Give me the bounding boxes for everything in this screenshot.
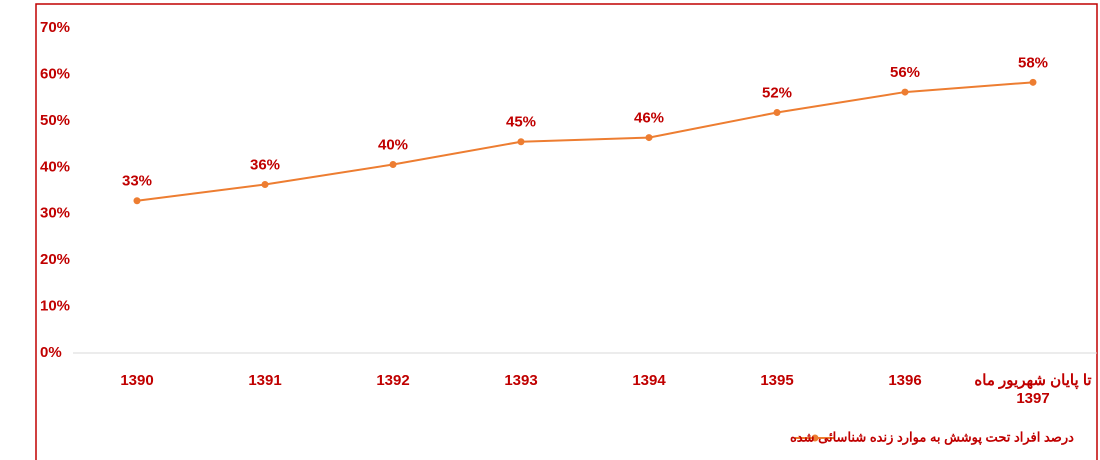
y-tick-label: 70% <box>40 19 70 36</box>
x-tick-label: 1391 <box>248 372 282 389</box>
legend-marker <box>811 434 819 442</box>
x-tick-label: 1392 <box>376 372 410 389</box>
data-label: 46% <box>634 110 664 127</box>
data-label: 56% <box>890 64 920 81</box>
y-tick-label: 20% <box>40 251 70 268</box>
y-tick-label: 0% <box>40 344 62 361</box>
data-label: 45% <box>506 114 536 131</box>
data-label: 58% <box>1018 54 1048 71</box>
point <box>645 134 653 142</box>
point <box>1029 78 1037 86</box>
data-label: 36% <box>250 156 280 173</box>
point <box>261 180 269 188</box>
data-label: 40% <box>378 136 408 153</box>
data-label: 33% <box>122 173 152 190</box>
point <box>773 109 781 116</box>
x-tick-label: 1396 <box>888 372 922 389</box>
point <box>901 88 909 96</box>
line <box>136 81 1034 202</box>
x-tick-label: تا پایان شهریور ماه 1397 <box>974 372 1092 407</box>
x-tick-label: 1394 <box>632 372 666 389</box>
y-tick-label: 40% <box>40 158 70 175</box>
x-tick-label: 1390 <box>120 372 154 389</box>
y-tick-label: 60% <box>40 65 70 82</box>
point <box>389 161 397 168</box>
data-label: 52% <box>762 84 792 101</box>
x-tick-label: 1393 <box>504 372 538 389</box>
chart-frame <box>35 3 1098 460</box>
point <box>133 197 141 205</box>
y-tick-label: 10% <box>40 298 70 315</box>
y-tick-label: 30% <box>40 205 70 222</box>
y-tick-label: 50% <box>40 112 70 129</box>
point <box>517 138 525 146</box>
legend-label: درصد افراد تحت پوشش به موارد زنده شناسائ… <box>790 429 1074 445</box>
x-tick-label: 1395 <box>760 372 794 389</box>
